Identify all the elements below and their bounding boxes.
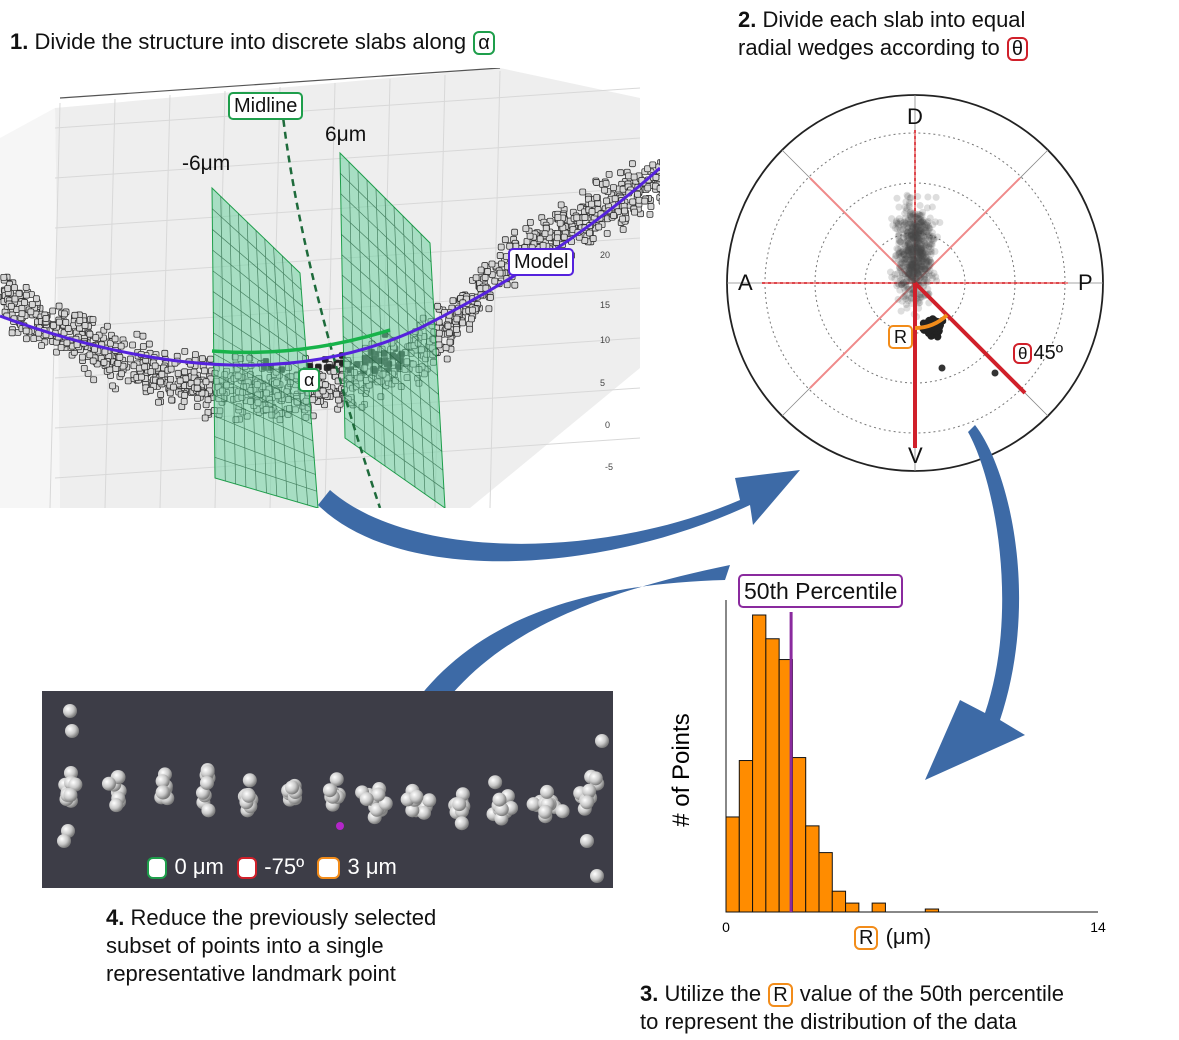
hist-xlabel: R (μm) xyxy=(853,924,931,950)
theta-tag: θ xyxy=(1013,343,1033,364)
dir-v-label: V xyxy=(908,443,923,468)
step2-number: 2. xyxy=(738,7,757,32)
theta-45-label: θ 45º xyxy=(1012,342,1063,365)
lm-r-symbol: R xyxy=(317,857,341,879)
step3-number: 3. xyxy=(640,981,659,1006)
svg-text:10: 10 xyxy=(600,335,610,345)
step2-caption: 2. Divide each slab into equal radial we… xyxy=(738,6,1029,62)
slab-plot: 20 15 10 5 0 -5 xyxy=(0,68,660,508)
landmark-view: α 0 μm θ -75º R 3 μm xyxy=(42,691,613,888)
hist-bar xyxy=(831,890,847,913)
hist-bar xyxy=(791,757,807,913)
lm-alpha-symbol: α xyxy=(147,857,168,879)
svg-text:5: 5 xyxy=(600,378,605,388)
hist-ylabel: # of Points xyxy=(668,713,695,826)
hist-bar xyxy=(738,760,754,913)
arrow-1-to-2 xyxy=(318,470,800,562)
lm-theta-symbol: θ xyxy=(237,857,258,879)
minus6-label: -6μm xyxy=(182,152,231,175)
dir-a-label: A xyxy=(738,270,753,295)
step4-line1: Reduce the previously selected xyxy=(130,905,437,930)
step4-caption: 4. Reduce the previously selected subset… xyxy=(106,904,436,988)
step4-line2: subset of points into a single xyxy=(106,933,384,958)
x-min-label: 0 xyxy=(722,919,730,935)
step1-text: Divide the structure into discrete slabs… xyxy=(34,29,467,54)
dir-d-label: D xyxy=(907,104,923,129)
step3-text-a: Utilize the xyxy=(664,981,762,1006)
hist-bar xyxy=(871,902,886,913)
svg-text:-5: -5 xyxy=(605,462,613,472)
svg-text:15: 15 xyxy=(600,300,610,310)
landmark-values: α 0 μm θ -75º R 3 μm xyxy=(146,854,397,880)
x-max-label: 14 xyxy=(1090,919,1106,935)
arrow-2-to-3 xyxy=(925,425,1025,780)
plus6-label: 6μm xyxy=(325,123,367,146)
step3-caption: 3. Utilize the R value of the 50th perce… xyxy=(640,980,1064,1036)
r-axis-unit: (μm) xyxy=(885,924,932,949)
midline-tag: Midline xyxy=(228,92,304,120)
alpha-symbol: α xyxy=(473,31,495,55)
alpha-tag: α xyxy=(298,368,321,392)
polar-plot xyxy=(726,94,1104,472)
theta-45-value: 45º xyxy=(1033,342,1064,364)
step3-text-b: value of the 50th percentile xyxy=(799,981,1064,1006)
step2-line1: Divide each slab into equal xyxy=(762,7,1026,32)
lm-alpha-value: 0 μm xyxy=(174,854,224,879)
svg-text:0: 0 xyxy=(605,420,610,430)
lm-r-value: 3 μm xyxy=(347,854,397,879)
step3-r-symbol: R xyxy=(768,983,793,1007)
hist-bar xyxy=(765,638,780,913)
theta-symbol: θ xyxy=(1006,37,1028,61)
step4-number: 4. xyxy=(106,905,125,930)
model-tag: Model xyxy=(508,248,575,276)
r-axis-symbol: R xyxy=(854,926,879,950)
midline-line xyxy=(280,107,382,508)
step4-line3: representative landmark point xyxy=(106,961,396,986)
hist-bar xyxy=(725,816,740,913)
r-tag: R xyxy=(888,325,913,349)
hist-bar xyxy=(845,902,860,913)
svg-text:20: 20 xyxy=(600,250,610,260)
hist-bar xyxy=(752,614,767,913)
step3-line2: to represent the distribution of the dat… xyxy=(640,1009,1017,1034)
lm-theta-value: -75º xyxy=(264,854,305,879)
step1-number: 1. xyxy=(10,29,29,54)
percentile-tag: 50th Percentile xyxy=(738,574,904,608)
dir-p-label: P xyxy=(1078,270,1093,295)
histogram: # of Points 0 14 xyxy=(668,600,1106,935)
hist-bar xyxy=(805,825,820,913)
model-curve xyxy=(0,166,660,367)
step2-line2: radial wedges according to xyxy=(738,35,1000,60)
step1-caption: 1. Divide the structure into discrete sl… xyxy=(10,28,496,56)
hist-bar xyxy=(818,852,833,913)
